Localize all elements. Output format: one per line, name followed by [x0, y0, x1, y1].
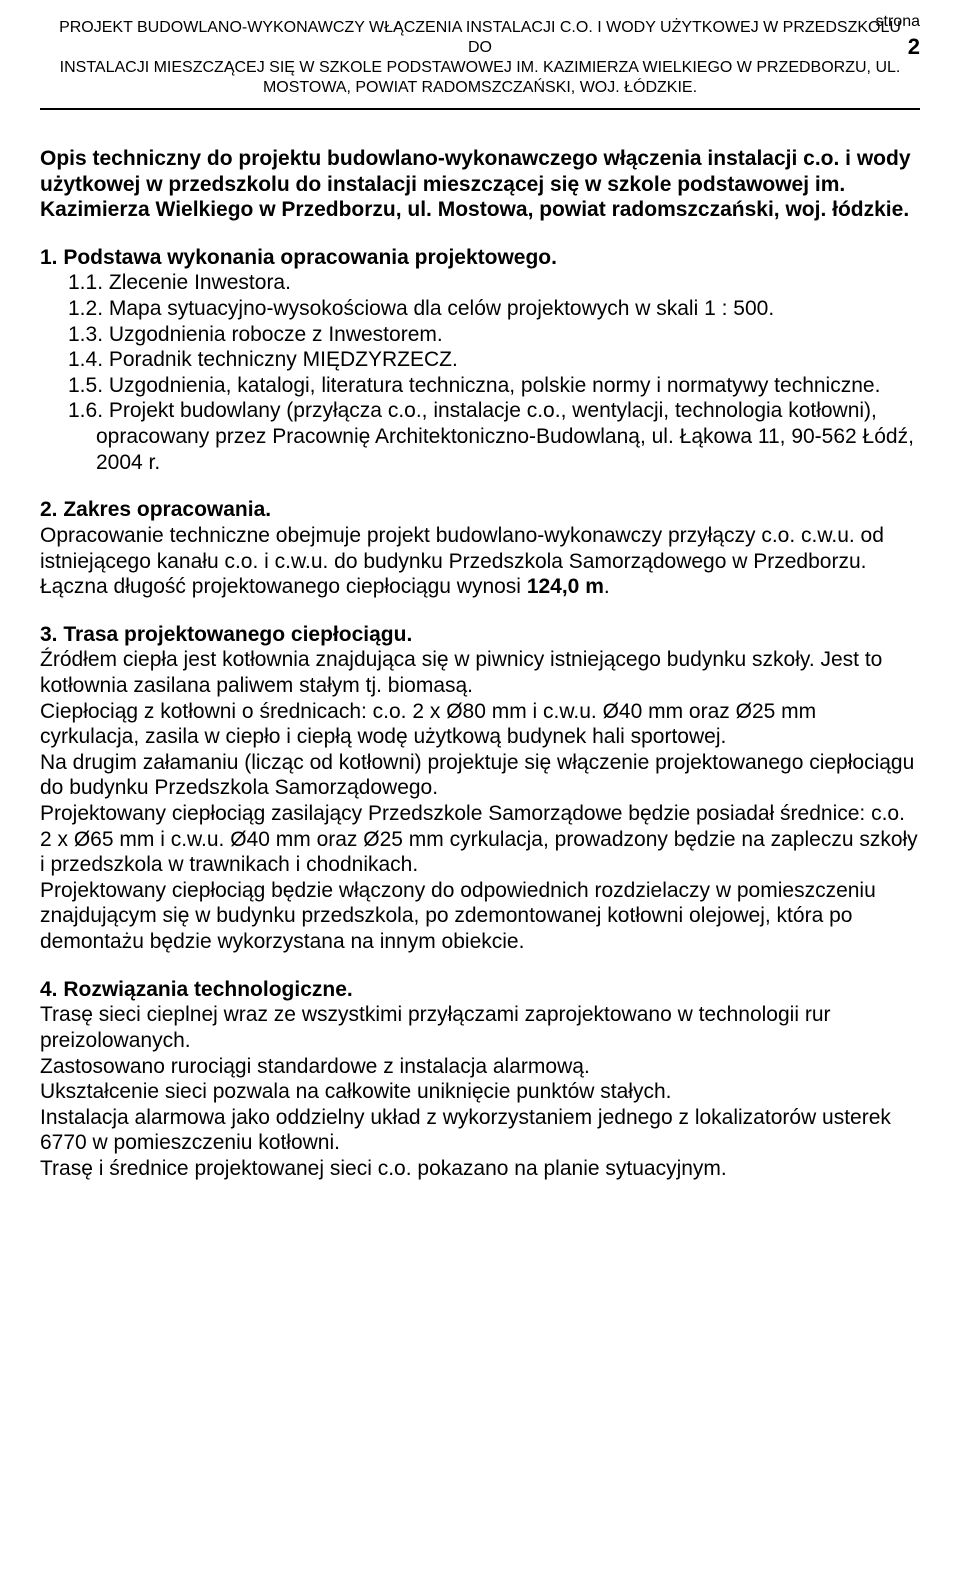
divider	[40, 108, 920, 110]
section-3-p2: Ciepłociąg z kotłowni o średnicach: c.o.…	[40, 699, 920, 750]
section-4-p1: Trasę sieci cieplnej wraz ze wszystkimi …	[40, 1002, 920, 1053]
item-1-3: 1.3. Uzgodnienia robocze z Inwestorem.	[68, 322, 920, 348]
header-line-1: PROJEKT BUDOWLANO-WYKONAWCZY WŁĄCZENIA I…	[50, 18, 910, 58]
section-4-p2: Zastosowano rurociągi standardowe z inst…	[40, 1054, 920, 1080]
header-title-block: PROJEKT BUDOWLANO-WYKONAWCZY WŁĄCZENIA I…	[50, 18, 910, 98]
section-1-list: 1.1. Zlecenie Inwestora. 1.2. Mapa sytua…	[40, 270, 920, 475]
document-title: Opis techniczny do projektu budowlano-wy…	[40, 146, 920, 223]
section-3-p1: Źródłem ciepła jest kotłownia znajdująca…	[40, 647, 920, 698]
page-header: PROJEKT BUDOWLANO-WYKONAWCZY WŁĄCZENIA I…	[40, 18, 920, 98]
section-3-p5: Projektowany ciepłociąg będzie włączony …	[40, 878, 920, 955]
item-1-1: 1.1. Zlecenie Inwestora.	[68, 270, 920, 296]
section-3-heading: 3. Trasa projektowanego ciepłociągu.	[40, 622, 920, 648]
section-4-p3: Ukształcenie sieci pozwala na całkowite …	[40, 1079, 920, 1105]
section-2-text-a: Opracowanie techniczne obejmuje projekt …	[40, 524, 884, 598]
item-1-5: 1.5. Uzgodnienia, katalogi, literatura t…	[68, 373, 920, 399]
section-1-heading: 1. Podstawa wykonania opracowania projek…	[40, 245, 920, 271]
section-4-heading: 4. Rozwiązania technologiczne.	[40, 977, 920, 1003]
item-1-6: 1.6. Projekt budowlany (przyłącza c.o., …	[68, 398, 920, 475]
section-2-text-c: .	[604, 575, 610, 598]
section-2-bold-length: 124,0 m	[527, 575, 604, 598]
header-line-3: MOSTOWA, POWIAT RADOMSZCZAŃSKI, WOJ. ŁÓD…	[50, 78, 910, 98]
header-line-2: INSTALACJI MIESZCZĄCEJ SIĘ W SZKOLE PODS…	[50, 58, 910, 78]
section-4-p4: Instalacja alarmowa jako oddzielny układ…	[40, 1105, 920, 1156]
item-1-4: 1.4. Poradnik techniczny MIĘDZYRZECZ.	[68, 347, 920, 373]
page-number-block: strona 2	[876, 12, 920, 60]
section-4-p5: Trasę i średnice projektowanej sieci c.o…	[40, 1156, 920, 1182]
section-3-p4: Projektowany ciepłociąg zasilający Przed…	[40, 801, 920, 878]
section-2-heading: 2. Zakres opracowania.	[40, 497, 920, 523]
page-number: 2	[876, 34, 920, 61]
section-3-p3: Na drugim załamaniu (licząc od kotłowni)…	[40, 750, 920, 801]
section-2-body: Opracowanie techniczne obejmuje projekt …	[40, 523, 920, 600]
item-1-2: 1.2. Mapa sytuacyjno-wysokościowa dla ce…	[68, 296, 920, 322]
strona-label: strona	[876, 13, 920, 30]
